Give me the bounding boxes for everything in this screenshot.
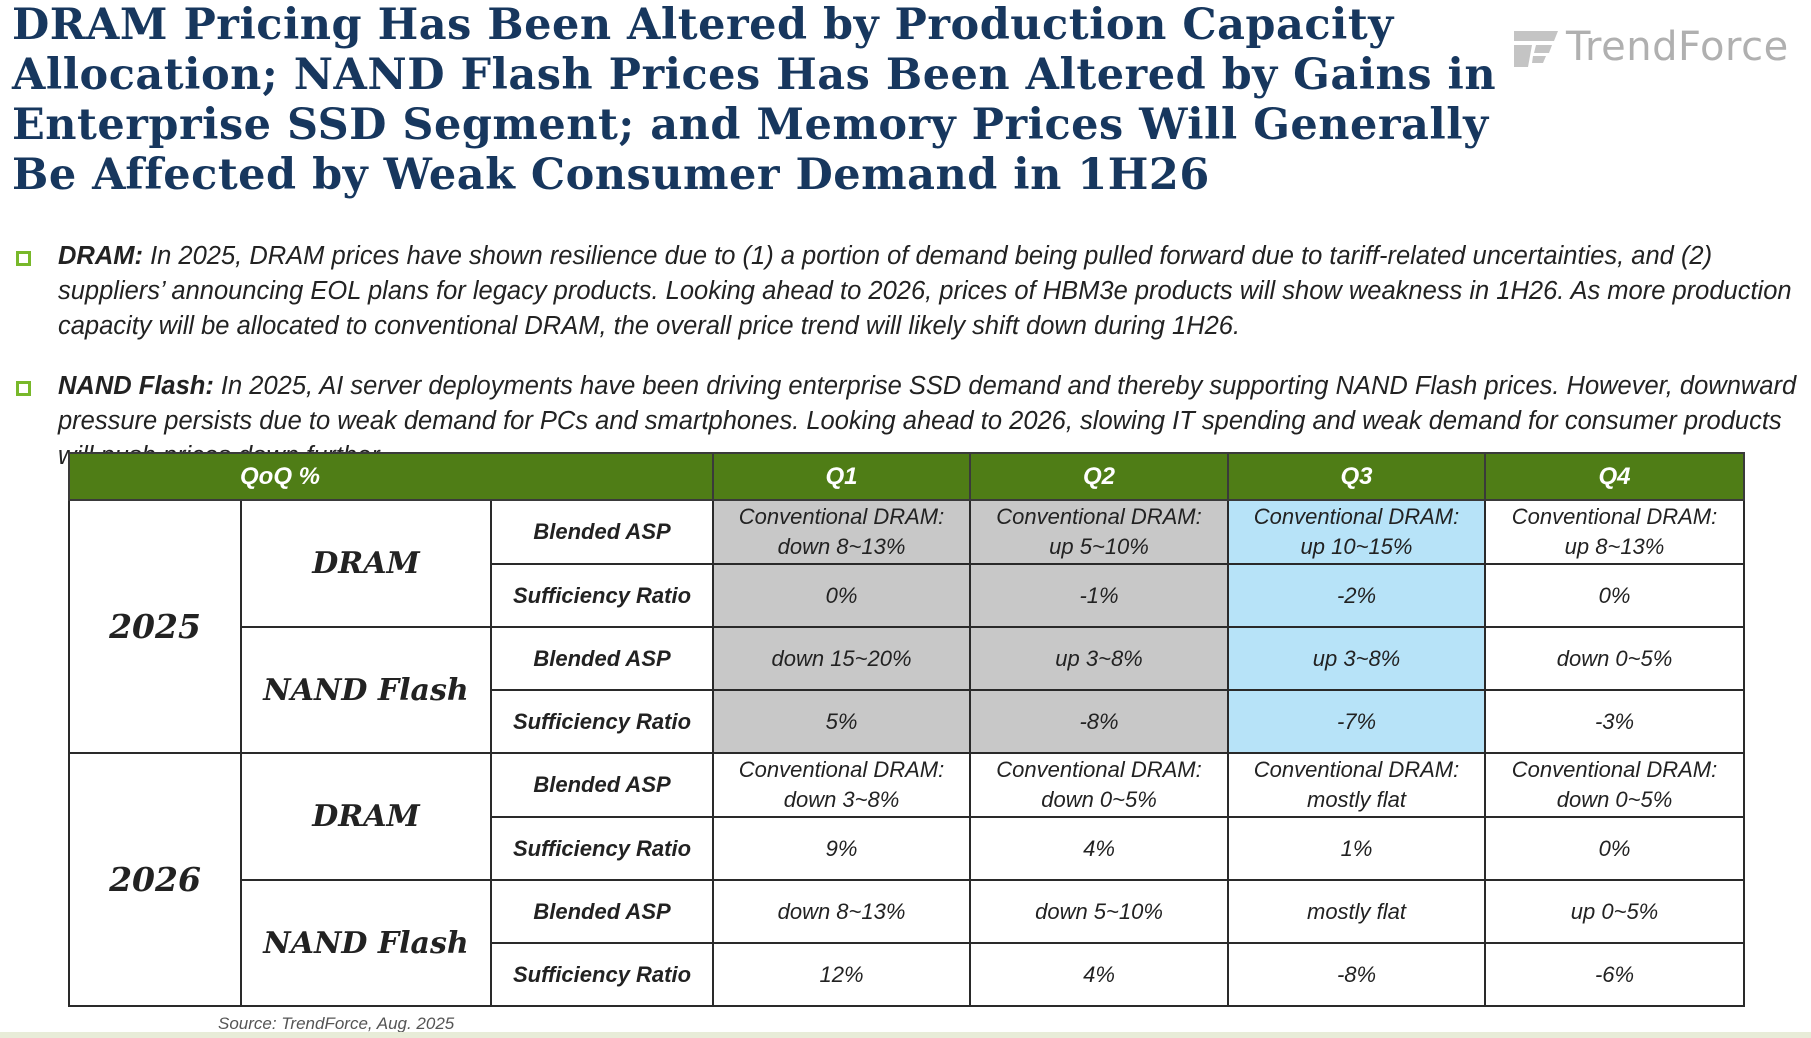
metric-label: Sufficiency Ratio [489,563,715,628]
metric-label: Sufficiency Ratio [489,816,715,881]
table-cell: down 0~5% [1484,626,1746,691]
table-row: NAND Flash Blended ASP down 8~13% down 5… [69,879,1746,1007]
table-cell: 0% [1484,563,1746,628]
year-2026: 2026 [68,752,242,1007]
table-cell: 12% [712,942,972,1007]
table-row: NAND Flash Blended ASP down 15~20% up 3~… [69,626,1746,754]
table-row: Sufficiency Ratio 0% -1% -2% 0% [69,563,1746,628]
table-cell: Conventional DRAM: up 5~10% [969,499,1230,565]
metric-label: Blended ASP [489,752,715,818]
metric-label: Sufficiency Ratio [489,689,715,754]
page-title: DRAM Pricing Has Been Altered by Product… [12,0,1497,200]
table-cell: mostly flat [1227,879,1487,944]
metric-label: Blended ASP [489,879,715,944]
table-row: Sufficiency Ratio 9% 4% 1% 0% [69,816,1746,881]
price-forecast-table: QoQ % Q1 Q2 Q3 Q4 2025 DRAM Blended ASP … [67,452,1746,1007]
header-q3: Q3 [1227,452,1487,501]
bullet-dram: DRAM: In 2025, DRAM prices have shown re… [12,239,1802,344]
table-cell: Conventional DRAM: down 0~5% [1484,752,1746,818]
header-q4: Q4 [1484,452,1746,501]
category-nand-2026: NAND Flash [240,879,492,1007]
table-cell: 5% [712,689,972,754]
table-header-row: QoQ % Q1 Q2 Q3 Q4 [67,452,1746,501]
table-cell: down 8~13% [712,879,972,944]
table-cell: 0% [712,563,972,628]
source-note: Source: TrendForce, Aug. 2025 [218,1014,455,1033]
bullet-square-icon [16,381,31,396]
table-row: 2026 DRAM Blended ASP Conventional DRAM:… [68,752,1746,1007]
table-cell: up 0~5% [1484,879,1746,944]
table-cell: -7% [1227,689,1487,754]
bullet-text: In 2025, DRAM prices have shown resilien… [58,241,1792,340]
table-cell: -3% [1484,689,1746,754]
table-cell: down 5~10% [969,879,1230,944]
table-cell: -6% [1484,942,1746,1007]
category-dram-2025: DRAM [240,499,492,628]
year-2025: 2025 [68,499,242,754]
category-nand-2025: NAND Flash [240,626,492,754]
table-cell: 0% [1484,816,1746,881]
table-cell: Conventional DRAM: down 8~13% [712,499,972,565]
metric-label: Sufficiency Ratio [489,942,715,1007]
table-cell: -8% [1227,942,1487,1007]
logo-text: TrendForce [1566,24,1789,70]
category-dram-2026: DRAM [240,752,492,881]
table-cell: 4% [969,816,1230,881]
trendforce-logo-icon [1514,31,1558,67]
table-cell: -8% [969,689,1230,754]
table-cell: Conventional DRAM: up 10~15% [1227,499,1487,565]
table-cell: -2% [1227,563,1487,628]
table-cell: -1% [969,563,1230,628]
bullet-list: DRAM: In 2025, DRAM prices have shown re… [12,213,1802,487]
table-row: Sufficiency Ratio 12% 4% -8% -6% [69,942,1746,1007]
header-q2: Q2 [969,452,1230,501]
table-cell: 4% [969,942,1230,1007]
table-cell: up 3~8% [1227,626,1487,691]
table-cell: Conventional DRAM: down 3~8% [712,752,972,818]
trendforce-logo: TrendForce [1512,22,1802,72]
table-cell: down 15~20% [712,626,972,691]
metric-label: Blended ASP [489,499,715,565]
table-cell: Conventional DRAM: mostly flat [1227,752,1487,818]
table-cell: up 3~8% [969,626,1230,691]
bullet-square-icon [16,250,31,266]
bottom-stripe [0,1032,1811,1038]
table-cell: 1% [1227,816,1487,881]
header-q1: Q1 [712,452,972,501]
table-cell: 9% [712,816,972,881]
table-cell: Conventional DRAM: up 8~13% [1484,499,1746,565]
table-row: 2025 DRAM Blended ASP Conventional DRAM:… [68,499,1746,754]
header-qoq: QoQ % [67,452,715,501]
metric-label: Blended ASP [489,626,715,691]
table-cell: Conventional DRAM: down 0~5% [969,752,1230,818]
table-row: Sufficiency Ratio 5% -8% -7% -3% [69,689,1746,754]
bullet-lead: NAND Flash: [58,372,214,400]
bullet-lead: DRAM: [58,241,143,270]
